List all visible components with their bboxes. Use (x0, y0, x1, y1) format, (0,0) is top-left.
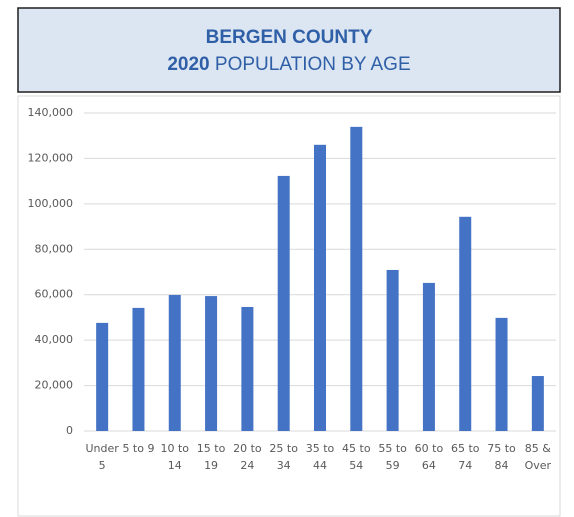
y-tick-label: 60,000 (35, 288, 74, 301)
bar (386, 269, 399, 431)
x-tick-line: 25 to (269, 442, 298, 455)
x-tick-line: 44 (313, 459, 327, 472)
x-tick-line: 34 (277, 459, 291, 472)
bar (132, 307, 145, 431)
x-tick-line: 60 to (415, 442, 444, 455)
bar (277, 175, 290, 431)
subtitle-year: 2020 (167, 54, 209, 75)
x-tick-line: 74 (458, 459, 472, 472)
x-tick-line: 59 (386, 459, 400, 472)
x-tick-line: Over (525, 459, 552, 472)
bar (168, 294, 181, 431)
y-tick-label: 120,000 (28, 151, 74, 164)
x-tick-line: 85 & (525, 442, 551, 455)
x-tick-line: 45 to (342, 442, 371, 455)
x-tick-label: 25 to 34 (269, 442, 298, 472)
y-tick-label: 20,000 (35, 379, 74, 392)
bar (241, 306, 254, 431)
x-tick-line: 65 to (451, 442, 480, 455)
x-tick-line: 19 (204, 459, 218, 472)
x-tick-line: 10 to (160, 442, 189, 455)
x-tick-line: 20 to (233, 442, 262, 455)
x-tick-label: 5 to 9 (122, 442, 154, 455)
y-tick-label: 0 (66, 424, 73, 437)
x-tick-line: 5 to 9 (122, 442, 154, 455)
subtitle-text: POPULATION BY AGE (215, 54, 411, 75)
x-tick-line: 75 to (487, 442, 516, 455)
x-tick-line: 14 (168, 459, 182, 472)
x-tick-line: 55 to (378, 442, 407, 455)
x-tick-line: 35 to (306, 442, 335, 455)
x-tick-line: 54 (349, 459, 363, 472)
x-tick-label: 20 to 24 (233, 442, 262, 472)
bar (314, 144, 326, 432)
x-tick-label: 15 to 19 (197, 442, 226, 472)
y-tick-label: 100,000 (28, 197, 74, 210)
bar (531, 376, 544, 431)
bar (96, 322, 109, 431)
x-tick-label: 10 to 14 (160, 442, 189, 472)
x-tick-line: 24 (240, 459, 254, 472)
x-tick-label: 75 to 84 (487, 442, 516, 472)
bar (495, 317, 508, 431)
bar (459, 216, 472, 431)
bar (205, 296, 218, 431)
bar (422, 282, 435, 431)
x-tick-line: 84 (495, 459, 509, 472)
x-tick-line: 15 to (197, 442, 226, 455)
x-tick-label: Under 5 (86, 442, 120, 472)
x-tick-label: 45 to 54 (342, 442, 371, 472)
y-tick-label: 140,000 (28, 106, 74, 119)
x-tick-label: 85 & Over (525, 442, 552, 472)
x-tick-label: 65 to 74 (451, 442, 480, 472)
bar (350, 126, 363, 431)
x-tick-line: 5 (99, 459, 106, 472)
x-tick-label: 55 to 59 (378, 442, 407, 472)
header-box (17, 7, 561, 93)
y-tick-label: 80,000 (35, 242, 74, 255)
x-tick-label: 35 to 44 (306, 442, 335, 472)
chart-title: BERGEN COUNTY (206, 27, 373, 48)
x-tick-label: 60 to 64 (415, 442, 444, 472)
chart-subtitle: 2020 POPULATION BY AGE (167, 54, 410, 75)
x-tick-line: Under (86, 442, 120, 455)
x-tick-line: 64 (422, 459, 436, 472)
y-tick-label: 40,000 (35, 333, 74, 346)
